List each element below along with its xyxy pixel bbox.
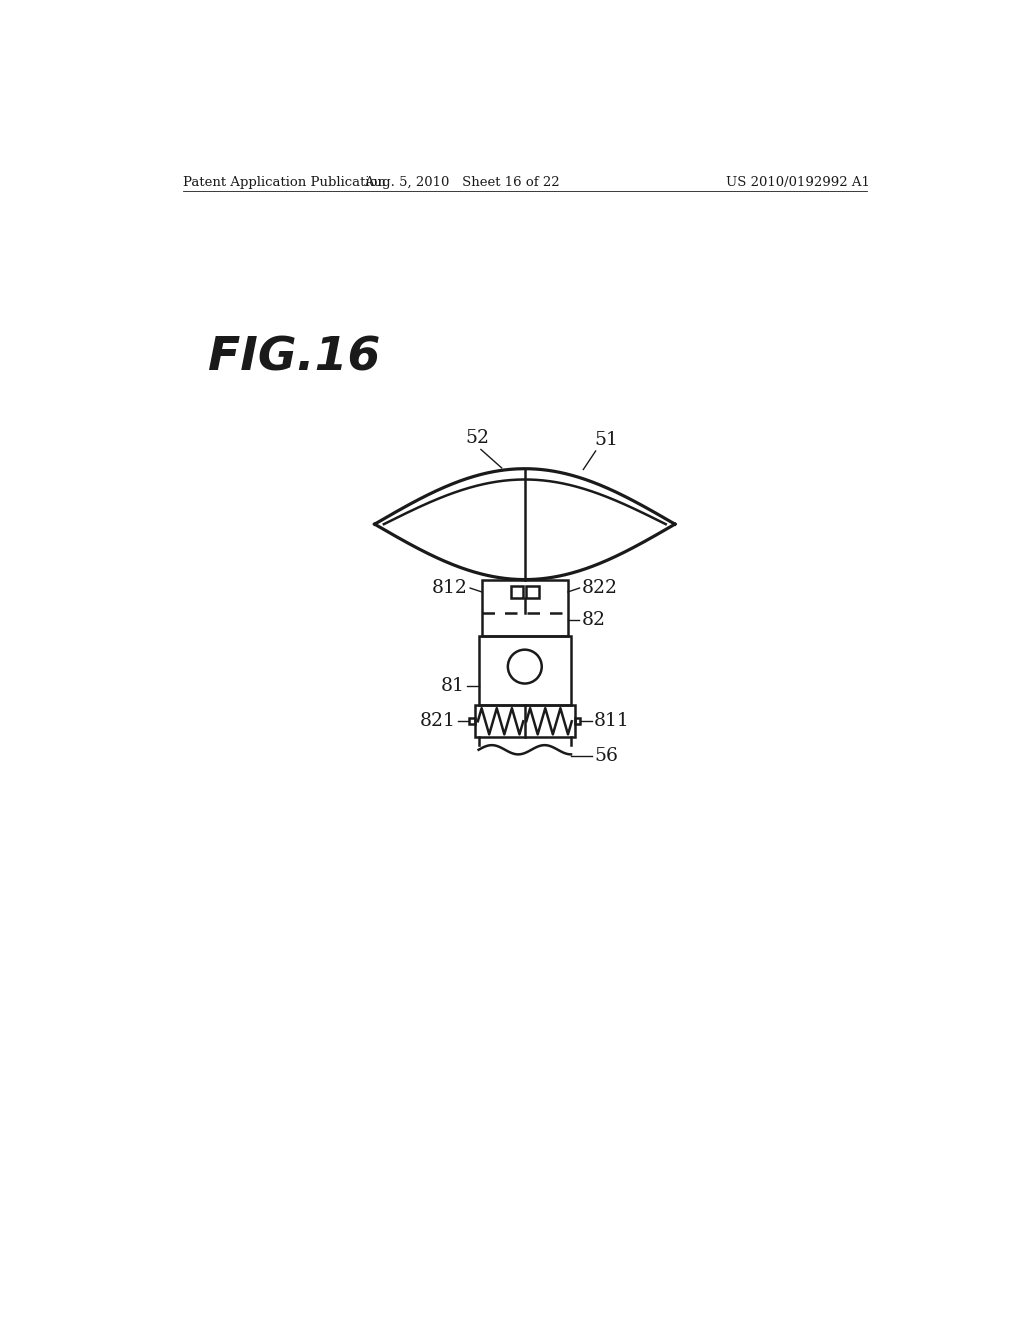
Text: 82: 82 [582, 611, 606, 630]
Text: 811: 811 [594, 713, 630, 730]
Text: 812: 812 [432, 579, 468, 597]
Bar [511, 586, 523, 598]
Text: US 2010/0192992 A1: US 2010/0192992 A1 [726, 176, 869, 189]
Bar [574, 718, 581, 725]
Text: Patent Application Publication: Patent Application Publication [183, 176, 386, 189]
Text: 81: 81 [441, 677, 465, 694]
Text: 822: 822 [582, 579, 617, 597]
Text: 52: 52 [465, 429, 489, 447]
Text: FIG.16: FIG.16 [208, 335, 380, 380]
Text: 51: 51 [594, 432, 617, 449]
Text: 56: 56 [594, 747, 617, 764]
Bar [526, 586, 539, 598]
Bar [475, 705, 574, 738]
Text: 821: 821 [420, 713, 456, 730]
Text: Aug. 5, 2010   Sheet 16 of 22: Aug. 5, 2010 Sheet 16 of 22 [364, 176, 559, 189]
Bar [478, 636, 571, 705]
Bar [469, 718, 475, 725]
Bar [481, 579, 568, 636]
